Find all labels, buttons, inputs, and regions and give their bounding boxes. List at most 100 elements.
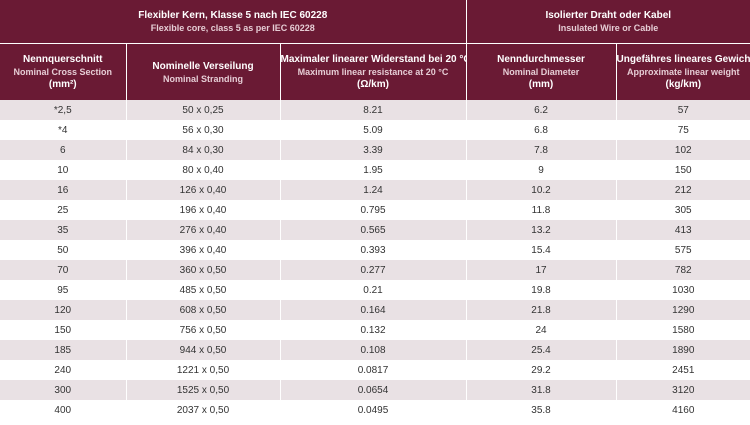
resistance-cell: 5.09 [280,120,467,140]
diameter-cell: 19.8 [466,280,617,300]
column-header-row: Nennquerschnitt Nominal Cross Section (m… [0,43,750,100]
resistance-cell: 0.0495 [280,400,467,420]
table-row: 35 276 x 0,40 0.565 13.2 413 [0,220,750,240]
table-row: 70 360 x 0,50 0.277 17 782 [0,260,750,280]
column-title-de: Maximaler linearer Widerstand bei 20 °C [280,54,467,65]
column-title-en: Nominal Diameter [502,67,580,77]
column-title-de: Nenndurchmesser [497,54,585,65]
column-header-cross-section: Nennquerschnitt Nominal Cross Section (m… [0,43,127,100]
resistance-cell: 0.108 [280,340,467,360]
group-title-de: Flexibler Kern, Klasse 5 nach IEC 60228 [138,10,328,21]
cross-section-cell: 6 [0,140,127,160]
column-title-en: Approximate linear weight [627,67,740,77]
column-header-diameter: Nenndurchmesser Nominal Diameter (mm) [466,43,617,100]
resistance-cell: 0.795 [280,200,467,220]
table-header: Flexibler Kern, Klasse 5 nach IEC 60228 … [0,0,750,100]
diameter-cell: 21.8 [466,300,617,320]
weight-cell: 413 [616,220,750,240]
diameter-cell: 6.2 [466,100,617,120]
table-row: 185 944 x 0,50 0.108 25.4 1890 [0,340,750,360]
weight-cell: 2451 [616,360,750,380]
column-unit: (kg/km) [665,79,702,90]
table-row: 25 196 x 0,40 0.795 11.8 305 [0,200,750,220]
resistance-cell: 0.393 [280,240,467,260]
diameter-cell: 29.2 [466,360,617,380]
table-body: *2,5 50 x 0,25 8.21 6.2 57 *4 56 x 0,30 5.09 6.8… [0,100,750,420]
weight-cell: 212 [616,180,750,200]
table-row: 50 396 x 0,40 0.393 15.4 575 [0,240,750,260]
diameter-cell: 10.2 [466,180,617,200]
column-title-en: Maximum linear resistance at 20 °C [297,67,449,77]
stranding-cell: 2037 x 0,50 [126,400,281,420]
group-title-de: Isolierter Draht oder Kabel [545,10,672,21]
table-row: 400 2037 x 0,50 0.0495 35.8 4160 [0,400,750,420]
cross-section-cell: *2,5 [0,100,127,120]
weight-cell: 1580 [616,320,750,340]
column-header-weight: Ungefähres lineares Gewicht Approximate … [616,43,750,100]
table-row: *2,5 50 x 0,25 8.21 6.2 57 [0,100,750,120]
weight-cell: 575 [616,240,750,260]
table-row: 150 756 x 0,50 0.132 24 1580 [0,320,750,340]
stranding-cell: 80 x 0,40 [126,160,281,180]
diameter-cell: 9 [466,160,617,180]
cross-section-cell: 70 [0,260,127,280]
resistance-cell: 0.132 [280,320,467,340]
cross-section-cell: 300 [0,380,127,400]
resistance-cell: 0.565 [280,220,467,240]
diameter-cell: 6.8 [466,120,617,140]
stranding-cell: 756 x 0,50 [126,320,281,340]
column-title-de: Ungefähres lineares Gewicht [616,54,750,65]
weight-cell: 1890 [616,340,750,360]
weight-cell: 75 [616,120,750,140]
resistance-cell: 0.0817 [280,360,467,380]
column-unit: (Ω/km) [357,79,389,90]
group-title-en: Insulated Wire or Cable [558,23,659,33]
column-title-en: Nominal Stranding [162,73,243,84]
weight-cell: 305 [616,200,750,220]
resistance-cell: 8.21 [280,100,467,120]
group-header-flexible-core: Flexibler Kern, Klasse 5 nach IEC 60228 … [0,0,467,44]
group-header-row: Flexibler Kern, Klasse 5 nach IEC 60228 … [0,0,750,44]
stranding-cell: 196 x 0,40 [126,200,281,220]
cross-section-cell: 50 [0,240,127,260]
stranding-cell: 396 x 0,40 [126,240,281,260]
cross-section-cell: *4 [0,120,127,140]
cross-section-cell: 150 [0,320,127,340]
resistance-cell: 1.24 [280,180,467,200]
stranding-cell: 608 x 0,50 [126,300,281,320]
weight-cell: 150 [616,160,750,180]
cross-section-cell: 240 [0,360,127,380]
stranding-cell: 84 x 0,30 [126,140,281,160]
diameter-cell: 24 [466,320,617,340]
cross-section-cell: 16 [0,180,127,200]
stranding-cell: 56 x 0,30 [126,120,281,140]
column-title-de: Nennquerschnitt [23,54,103,65]
weight-cell: 4160 [616,400,750,420]
column-unit: (mm²) [48,79,77,90]
stranding-cell: 50 x 0,25 [126,100,281,120]
column-title-en: Nominal Cross Section [13,67,113,77]
weight-cell: 782 [616,260,750,280]
group-header-insulated-wire: Isolierter Draht oder Kabel Insulated Wi… [466,0,750,44]
cross-section-cell: 120 [0,300,127,320]
diameter-cell: 25.4 [466,340,617,360]
table-row: *4 56 x 0,30 5.09 6.8 75 [0,120,750,140]
weight-cell: 1290 [616,300,750,320]
column-header-stranding: Nominelle Verseilung Nominal Stranding [126,43,281,100]
diameter-cell: 11.8 [466,200,617,220]
weight-cell: 57 [616,100,750,120]
weight-cell: 3120 [616,380,750,400]
diameter-cell: 7.8 [466,140,617,160]
diameter-cell: 31.8 [466,380,617,400]
cross-section-cell: 95 [0,280,127,300]
resistance-cell: 0.164 [280,300,467,320]
stranding-cell: 1221 x 0,50 [126,360,281,380]
diameter-cell: 13.2 [466,220,617,240]
diameter-cell: 15.4 [466,240,617,260]
table-row: 120 608 x 0,50 0.164 21.8 1290 [0,300,750,320]
weight-cell: 102 [616,140,750,160]
resistance-cell: 3.39 [280,140,467,160]
resistance-cell: 0.21 [280,280,467,300]
cross-section-cell: 10 [0,160,127,180]
